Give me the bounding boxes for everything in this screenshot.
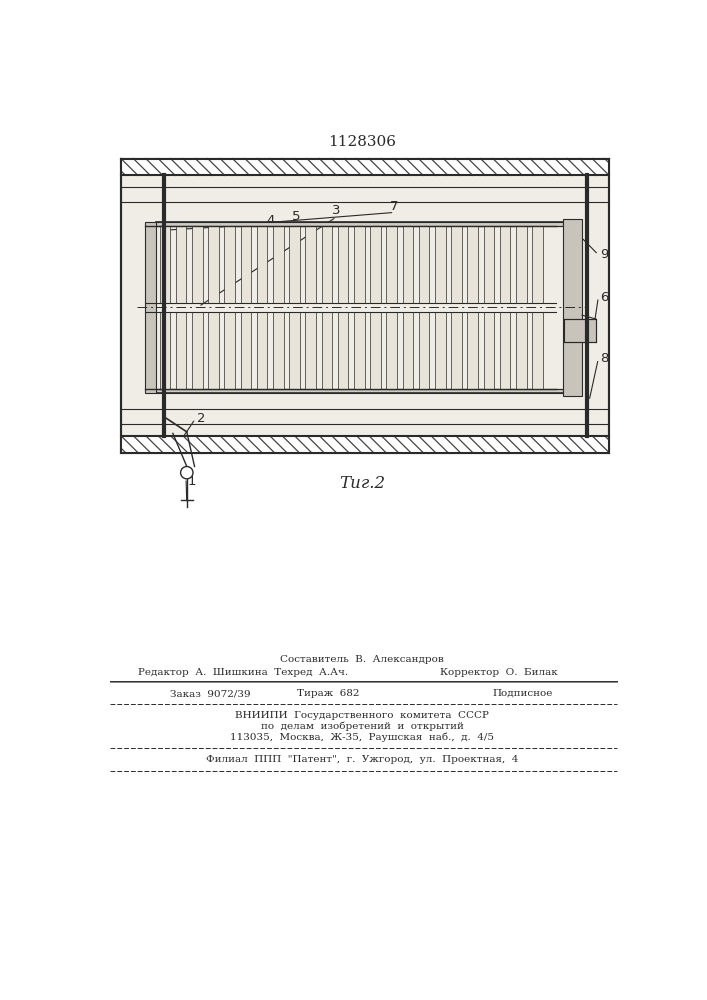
Bar [240,226,251,303]
Text: 1: 1 [187,475,196,488]
Bar [305,312,316,389]
Bar [451,226,462,303]
Bar [176,312,187,389]
Text: Составитель  В.  Александров: Составитель В. Александров [280,654,444,664]
Bar [484,312,494,389]
Bar [240,312,251,389]
Text: Тираж  682: Тираж 682 [298,689,360,698]
Bar [451,312,462,389]
Bar [289,226,300,303]
Bar [435,226,445,303]
Bar [224,312,235,389]
Bar [224,226,235,303]
Bar [532,226,543,303]
Bar [500,312,510,389]
Bar [121,436,609,453]
Bar [484,226,494,303]
Bar [402,312,413,389]
Bar [156,222,563,226]
Bar [354,226,365,303]
Text: ВНИИПИ  Государственного  комитета  СССР: ВНИИПИ Государственного комитета СССР [235,711,489,720]
Bar [121,158,609,175]
Text: Заказ  9072/39: Заказ 9072/39 [170,689,250,698]
Bar [435,312,445,389]
Circle shape [180,467,193,479]
Bar [387,312,397,389]
Text: Корректор  О.  Билак: Корректор О. Билак [440,668,558,677]
Bar [176,226,187,303]
Bar [160,312,170,389]
Text: 9: 9 [600,248,608,261]
Bar [354,312,365,389]
Text: 113035,  Москва,  Ж-35,  Раушская  наб.,  д.  4/5: 113035, Москва, Ж-35, Раушская наб., д. … [230,732,494,742]
Bar [467,226,478,303]
Bar [419,312,429,389]
Text: по  делам  изобретений  и  открытий: по делам изобретений и открытий [260,721,463,731]
Text: 2: 2 [197,412,205,425]
Text: 6: 6 [600,291,608,304]
Bar [160,226,170,303]
Bar [516,226,527,303]
Bar [419,226,429,303]
Bar [402,226,413,303]
Bar [273,312,284,389]
Bar [322,312,332,389]
Bar [516,312,527,389]
Bar [156,389,563,393]
Text: 1128306: 1128306 [328,135,396,149]
Bar [209,226,218,303]
Text: Подписное: Подписное [492,689,553,698]
Bar [322,226,332,303]
Bar [305,226,316,303]
Bar [500,226,510,303]
Bar [338,312,349,389]
Bar [273,226,284,303]
Text: Τиг.2: Τиг.2 [339,475,385,492]
Text: 8: 8 [600,352,608,365]
Bar [192,226,203,303]
Bar [387,226,397,303]
Bar [563,219,582,396]
Bar [467,312,478,389]
Bar [145,222,156,393]
Bar [192,312,203,389]
Text: Филиал  ППП  "Патент",  г.  Ужгород,  ул.  Проектная,  4: Филиал ППП "Патент", г. Ужгород, ул. Про… [206,755,518,764]
Text: 7: 7 [390,200,399,213]
Bar [257,312,267,389]
Text: 4: 4 [267,214,275,227]
Text: 5: 5 [292,210,300,223]
Bar [121,158,609,453]
Bar [370,312,381,389]
Bar [209,312,218,389]
Bar [257,226,267,303]
Bar [338,226,349,303]
Text: Редактор  А.  Шишкина  Техред  А.Ач.: Редактор А. Шишкина Техред А.Ач. [139,668,349,677]
Bar [564,319,596,342]
Bar [370,226,381,303]
Text: 3: 3 [332,204,341,217]
Bar [289,312,300,389]
Bar [532,312,543,389]
